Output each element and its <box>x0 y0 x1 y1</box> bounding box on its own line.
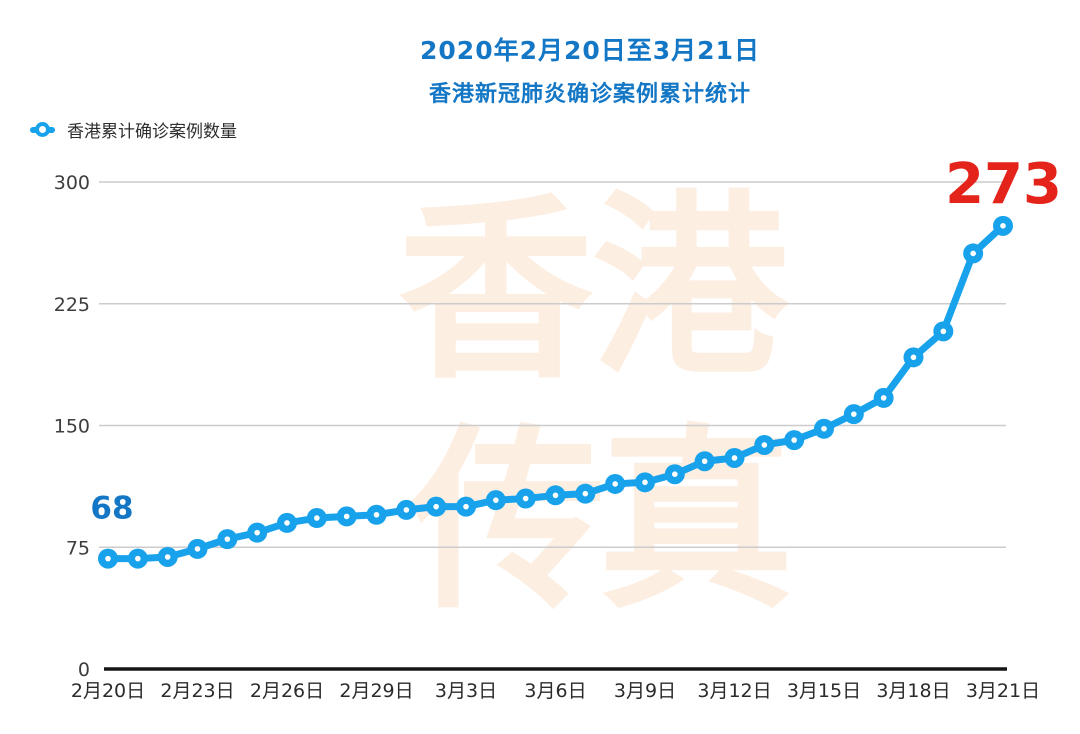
series-line <box>104 222 1007 563</box>
x-tick-label-1: 2月20日 <box>71 680 145 702</box>
data-point-hole <box>552 492 559 499</box>
data-point-hole <box>910 354 917 361</box>
watermark-char-1: 香 <box>398 178 595 406</box>
data-point-hole <box>851 411 857 417</box>
data-point-hole <box>701 458 708 465</box>
legend-line-marker-icon <box>30 122 55 137</box>
data-point-hole <box>164 554 171 560</box>
data-point-hole <box>343 513 350 520</box>
data-point-hole <box>254 529 260 536</box>
data-point-hole <box>463 503 469 510</box>
data-point-hole <box>105 555 111 562</box>
data-point-hole <box>135 555 141 562</box>
x-tick-label-11: 3月21日 <box>966 680 1040 702</box>
data-point-hole <box>731 455 738 461</box>
legend-label: 香港累计确诊案例数量 <box>67 122 237 142</box>
data-point-hole <box>582 490 589 497</box>
y-tick-label-150: 150 <box>54 416 90 438</box>
chart-title: 2020年2月20日至3月21日 <box>420 36 760 65</box>
x-tick-label-8: 3月12日 <box>697 680 771 702</box>
data-point-hole <box>224 536 231 542</box>
data-point-hole <box>970 250 976 257</box>
data-point-hole <box>672 471 678 478</box>
x-tick-label-10: 3月18日 <box>876 680 950 702</box>
data-point-hole <box>194 546 201 552</box>
start-value-label: 68 <box>90 491 133 527</box>
chart-subtitle: 香港新冠肺炎确诊案例累计统计 <box>428 82 751 107</box>
y-tick-label-300: 300 <box>54 172 90 194</box>
data-point-hole <box>314 515 320 521</box>
legend: 香港累计确诊案例数量 <box>30 117 237 142</box>
data-point-hole <box>1000 223 1006 229</box>
watermark-char-2: 港 <box>592 174 789 402</box>
data-point-hole <box>880 395 887 401</box>
x-tick-label-5: 3月3日 <box>435 680 497 702</box>
chart-header: 2020年2月20日至3月21日 香港新冠肺炎确诊案例累计统计 <box>100 31 1080 108</box>
y-tick-label-225: 225 <box>54 294 90 316</box>
x-tick-label-4: 2月29日 <box>339 680 413 702</box>
data-point-hole <box>761 442 768 448</box>
x-tick-label-6: 3月6日 <box>524 680 586 702</box>
data-point-hole <box>403 507 410 513</box>
data-point-hole <box>284 520 290 526</box>
x-tick-label-2: 2月23日 <box>160 680 234 702</box>
data-point-hole <box>493 497 499 503</box>
data-point-hole <box>433 503 439 510</box>
x-tick-label-3: 2月26日 <box>250 680 324 702</box>
data-point-hole <box>940 328 947 335</box>
data-point-hole <box>373 511 380 518</box>
y-tick-label-75: 75 <box>66 537 90 559</box>
data-point-hole <box>522 495 529 502</box>
x-tick-label-7: 3月9日 <box>614 680 676 702</box>
data-point-hole <box>791 437 797 443</box>
end-value-label: 273 <box>945 152 1062 217</box>
data-point-hole <box>821 425 827 432</box>
legend-ring-icon <box>35 122 50 137</box>
x-tick-label-9: 3月15日 <box>787 680 861 702</box>
y-tick-label-0: 0 <box>78 659 90 681</box>
data-point-hole <box>642 479 648 486</box>
data-point-hole <box>612 481 618 487</box>
watermark-char-3: 传 <box>410 408 607 636</box>
